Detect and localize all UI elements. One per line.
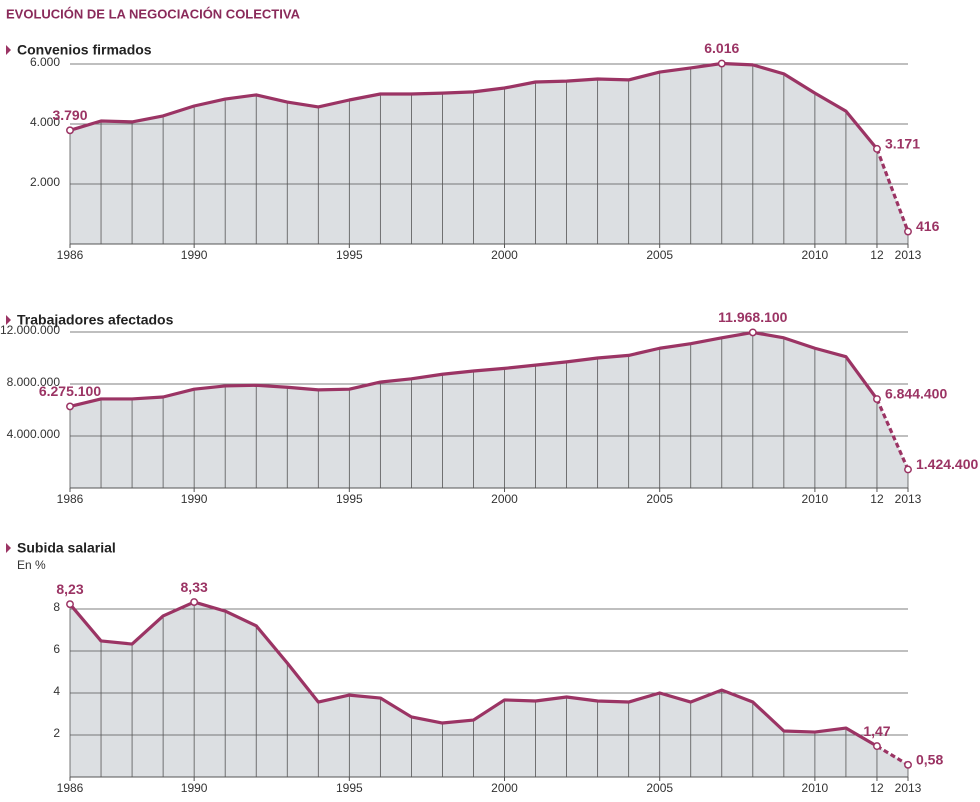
page-title: EVOLUCIÓN DE LA NEGOCIACIÓN COLECTIVA [6,6,301,21]
value-label: 6.844.400 [885,386,947,402]
point-marker [190,598,199,607]
x-tick-label: 12 [870,248,884,262]
y-tick-label: 4.000 [30,115,60,129]
line [68,600,878,748]
line-projection [876,744,909,767]
y-tick-label: 4 [53,684,60,698]
bullet [6,543,11,553]
x-tick-label: 1995 [336,248,363,262]
x-tick-label: 12 [870,492,884,506]
x-tick-label: 2000 [491,781,518,795]
point-marker [873,395,881,403]
line-projection [875,398,910,471]
value-label: 0,58 [916,752,943,768]
bullet [6,45,11,55]
y-tick-label: 8.000.000 [7,375,61,389]
panel-title: Convenios firmados [17,42,152,58]
y-tick-label: 12.000.000 [0,323,60,337]
x-tick-label: 2013 [895,492,922,506]
point-marker [904,465,912,474]
line-projection [875,148,910,233]
x-tick-label: 2010 [802,781,829,795]
value-label: 416 [916,218,940,234]
x-tick-label: 1986 [57,248,84,262]
x-tick-label: 2000 [491,248,518,262]
value-label: 3.171 [885,136,920,152]
area [70,332,908,488]
value-label: 8,33 [181,579,208,595]
x-tick-label: 2005 [646,781,673,795]
value-label: 3.790 [52,107,87,123]
area [70,63,908,244]
y-tick-label: 6.000 [30,55,60,69]
x-tick-label: 1995 [336,492,363,506]
x-tick-label: 2013 [895,248,922,262]
x-tick-label: 1990 [181,781,208,795]
y-tick-label: 8 [53,600,60,614]
line [69,330,879,408]
panel-subtitle: En % [17,558,46,572]
value-label: 1,47 [863,723,890,739]
y-tick-label: 4.000.000 [7,427,61,441]
y-tick-label: 2.000 [30,175,60,189]
point-marker [873,742,881,751]
x-tick-label: 1986 [57,781,84,795]
x-tick-label: 2005 [646,248,673,262]
x-tick-label: 12 [870,781,884,795]
x-tick-label: 1990 [181,492,208,506]
point-marker [748,328,757,337]
point-marker [717,59,726,68]
x-tick-label: 2000 [491,492,518,506]
panel-title: Subida salarial [17,540,116,556]
value-label: 6.275.100 [39,383,101,399]
point-marker [873,144,881,153]
x-tick-label: 2010 [802,248,829,262]
x-tick-label: 1986 [57,492,84,506]
value-label: 6.016 [704,40,739,56]
x-tick-label: 1990 [181,248,208,262]
x-tick-label: 2010 [802,492,829,506]
point-marker [66,126,74,135]
bullet [6,315,11,325]
point-marker [904,760,912,769]
x-tick-label: 2013 [895,781,922,795]
value-label: 8,23 [56,581,83,597]
value-label: 1.424.400 [916,456,978,472]
point-marker [66,600,74,609]
point-marker [66,402,74,411]
y-tick-label: 6 [53,642,60,656]
panel-title: Trabajadores afectados [17,312,174,328]
line [69,61,879,150]
y-tick-label: 2 [53,726,60,740]
value-label: 11.968.100 [718,309,788,325]
point-marker [904,227,912,236]
x-tick-label: 2005 [646,492,673,506]
x-tick-label: 1995 [336,781,363,795]
area [70,602,908,777]
